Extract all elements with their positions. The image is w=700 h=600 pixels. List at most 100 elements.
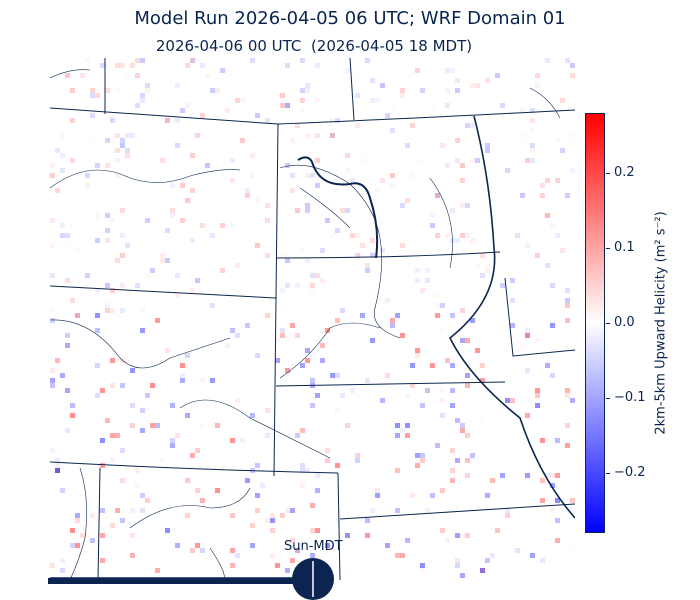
helicity-cell [435, 293, 440, 298]
helicity-cell [395, 468, 400, 473]
helicity-cell [255, 198, 260, 203]
helicity-cell [365, 268, 370, 273]
helicity-cell [410, 493, 415, 498]
helicity-cell [435, 193, 440, 198]
helicity-cell [55, 468, 60, 473]
helicity-cell [140, 508, 145, 513]
helicity-cell [195, 488, 200, 493]
helicity-cell [195, 58, 200, 63]
helicity-cell [405, 538, 410, 543]
helicity-cell [460, 203, 465, 208]
helicity-cell [140, 408, 145, 413]
helicity-cell [455, 563, 460, 568]
helicity-cell [115, 88, 120, 93]
helicity-cell [180, 133, 185, 138]
helicity-cell [390, 323, 395, 328]
helicity-cell [120, 283, 125, 288]
helicity-cell [390, 183, 395, 188]
helicity-cell [75, 313, 80, 318]
helicity-cell [430, 213, 435, 218]
helicity-cell [350, 133, 355, 138]
helicity-cell [130, 533, 135, 538]
helicity-cell [155, 568, 160, 573]
helicity-cell [555, 518, 560, 523]
helicity-cell [280, 103, 285, 108]
helicity-cell [530, 118, 535, 123]
helicity-cell [395, 313, 400, 318]
helicity-cell [185, 478, 190, 483]
helicity-cell [370, 98, 375, 103]
helicity-cell [175, 143, 180, 148]
helicity-cell [315, 158, 320, 163]
helicity-cell [185, 63, 190, 68]
helicity-cell [245, 193, 250, 198]
helicity-cell [110, 188, 115, 193]
helicity-cell [545, 178, 550, 183]
colorbar-tick: 0.2 [606, 165, 635, 180]
helicity-cell [440, 143, 445, 148]
helicity-cell [300, 248, 305, 253]
helicity-cell [365, 263, 370, 268]
helicity-cell [375, 188, 380, 193]
colorbar-tick: −0.2 [606, 465, 646, 480]
helicity-cell [140, 493, 145, 498]
helicity-cell [440, 413, 445, 418]
helicity-cell [255, 243, 260, 248]
helicity-cell [425, 388, 430, 393]
helicity-cell [555, 498, 560, 503]
helicity-cell [310, 353, 315, 358]
helicity-cell [240, 138, 245, 143]
helicity-cell [420, 458, 425, 463]
helicity-cell [565, 193, 570, 198]
helicity-cell [525, 243, 530, 248]
helicity-cell [295, 548, 300, 553]
helicity-cell [460, 533, 465, 538]
helicity-cell [420, 568, 425, 573]
helicity-cell [65, 333, 70, 338]
helicity-cell [440, 463, 445, 468]
helicity-cell [415, 268, 420, 273]
helicity-cell [115, 173, 120, 178]
helicity-cell [550, 323, 555, 328]
helicity-cell [115, 533, 120, 538]
helicity-cell [400, 88, 405, 93]
helicity-cell [420, 563, 425, 568]
helicity-cell [525, 158, 530, 163]
helicity-cell [50, 308, 55, 313]
helicity-cell [455, 88, 460, 93]
helicity-cell [85, 218, 90, 223]
helicity-cell [205, 73, 210, 78]
helicity-cell [435, 233, 440, 238]
helicity-cell [315, 488, 320, 493]
helicity-cell [160, 258, 165, 263]
helicity-cell [90, 513, 95, 518]
helicity-cell [400, 553, 405, 558]
helicity-cell [470, 158, 475, 163]
helicity-cell [205, 263, 210, 268]
helicity-cell [310, 283, 315, 288]
helicity-cell [540, 498, 545, 503]
helicity-cell [410, 383, 415, 388]
helicity-cell [445, 88, 450, 93]
helicity-cell [130, 133, 135, 138]
helicity-cell [410, 363, 415, 368]
helicity-cell [265, 253, 270, 258]
helicity-cell [565, 443, 570, 448]
helicity-cell [110, 358, 115, 363]
helicity-cell [175, 543, 180, 548]
helicity-cell [230, 513, 235, 518]
helicity-cell [480, 568, 485, 573]
helicity-cell [150, 268, 155, 273]
helicity-cell [460, 163, 465, 168]
helicity-cell [350, 388, 355, 393]
helicity-cell [370, 253, 375, 258]
helicity-cell [135, 73, 140, 78]
helicity-cell [565, 303, 570, 308]
helicity-cell [285, 368, 290, 373]
helicity-cell [125, 358, 130, 363]
helicity-cell [110, 308, 115, 313]
helicity-cell [400, 243, 405, 248]
helicity-cell [535, 403, 540, 408]
helicity-cell [540, 193, 545, 198]
helicity-cell [465, 433, 470, 438]
